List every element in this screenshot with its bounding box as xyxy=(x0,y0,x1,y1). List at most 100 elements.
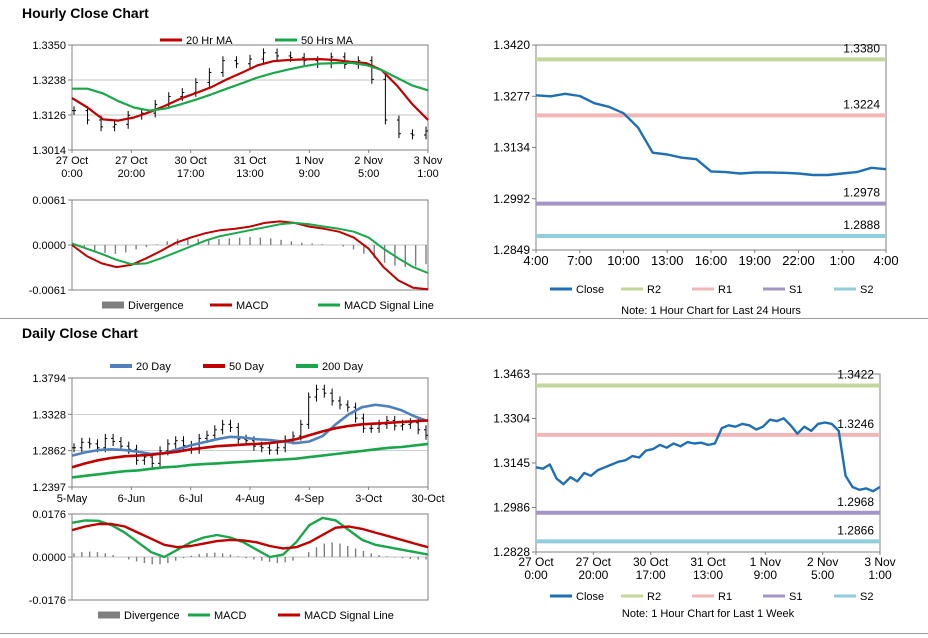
daily-close-y-tick-label: 1.3463 xyxy=(493,367,530,381)
hourly-price-y-tick-label: 1.3238 xyxy=(32,75,66,87)
hourly-close-x-tick-label: 1:00 xyxy=(830,253,855,268)
hourly-close-level-label: 1.3224 xyxy=(843,97,880,111)
hourly-close-x-tick-label: 4:00 xyxy=(523,253,548,268)
daily-price-line-ma_blue xyxy=(71,403,429,457)
daily-macd-legend-label: MACD xyxy=(214,610,246,622)
daily-price-y-tick-label: 1.3328 xyxy=(32,409,66,421)
hourly-price-x-tick-label: 1 Nov xyxy=(295,155,324,167)
hourly-close-close-line xyxy=(535,92,887,177)
daily-title: Daily Close Chart xyxy=(22,325,138,341)
hourly-price-x-tick-label: 0:00 xyxy=(61,168,82,180)
daily-close-y-tick-label: 1.2828 xyxy=(493,545,530,559)
hourly-close-x-tick-label: 22:00 xyxy=(782,253,815,268)
hourly-close-legend-label: R1 xyxy=(718,284,732,296)
daily-macd-y-tick-label: 0.0000 xyxy=(32,552,66,564)
daily-close-x-tick-label: 30 Oct xyxy=(633,555,669,569)
hourly-macd-y-tick-label: -0.0061 xyxy=(29,285,66,297)
daily-macd-line-ma_red xyxy=(71,522,429,550)
daily-price-line-ma_green xyxy=(71,442,429,479)
hourly-close-level-label: 1.3380 xyxy=(843,41,880,55)
daily-close-x-tick-label: 2 Nov xyxy=(807,555,838,569)
daily-price-x-tick-label: 4-Aug xyxy=(235,493,264,505)
hourly-macd-legend-label: MACD Signal Line xyxy=(344,300,434,312)
hourly-close-level-label: 1.2888 xyxy=(843,218,880,232)
hourly-close-y-tick-label: 1.3134 xyxy=(493,141,530,155)
daily-macd-y-tick-label: -0.0176 xyxy=(29,595,66,607)
hourly-close-legend-label: S2 xyxy=(860,284,873,296)
daily-price-legend-label: 20 Day xyxy=(136,361,171,373)
hourly-price-x-tick-label: 31 Oct xyxy=(234,155,266,167)
hourly-price-x-tick-label: 17:00 xyxy=(177,168,205,180)
hourly-close-y-tick-label: 1.3277 xyxy=(493,89,530,103)
hourly-close-x-tick-label: 10:00 xyxy=(607,253,640,268)
hourly-macd-legend-label: Divergence xyxy=(128,300,184,312)
daily-close-legend-label: S1 xyxy=(789,591,802,603)
daily-price-x-tick-label: 6-Jul xyxy=(179,493,203,505)
daily-macd-legend-label: MACD Signal Line xyxy=(304,610,394,622)
hourly-price-x-tick-label: 30 Oct xyxy=(174,155,206,167)
hourly-price-x-tick-label: 1:00 xyxy=(417,168,438,180)
hourly-price-x-tick-label: 2 Nov xyxy=(354,155,383,167)
daily-close-x-tick-label: 3 Nov xyxy=(864,555,895,569)
daily-close-level-label: 1.2968 xyxy=(837,495,874,509)
daily-close-level-label: 1.3246 xyxy=(837,417,874,431)
daily-close-x-tick-label: 5:00 xyxy=(811,568,835,582)
hourly-macd-line-ma_red xyxy=(71,220,429,291)
hourly-price-x-tick-label: 13:00 xyxy=(236,168,264,180)
hourly-price-y-tick-label: 1.3350 xyxy=(32,40,66,52)
hourly-close-frame xyxy=(535,44,887,251)
hourly-price-legend-label: 20 Hr MA xyxy=(186,35,233,47)
hourly-macd-y-tick-label: 0.0061 xyxy=(32,195,66,207)
daily-price-x-tick-label: 30-Oct xyxy=(411,493,444,505)
bottom-divider xyxy=(0,633,928,634)
hourly-close-x-tick-label: 16:00 xyxy=(695,253,728,268)
section-divider xyxy=(0,318,928,319)
daily-close-x-tick-label: 9:00 xyxy=(754,568,778,582)
daily-price-line-ma_red xyxy=(71,419,429,469)
hourly-price-legend-label: 50 Hrs MA xyxy=(301,35,354,47)
hourly-price-line-ma_red xyxy=(71,57,429,122)
daily-close-x-tick-label: 1:00 xyxy=(868,568,892,582)
hourly-close-y-tick-label: 1.2992 xyxy=(493,192,530,206)
hourly-close-x-tick-label: 4:00 xyxy=(873,253,898,268)
daily-close-y-tick-label: 1.3145 xyxy=(493,456,530,470)
hourly-close-y-tick-label: 1.2849 xyxy=(493,243,530,257)
hourly-close-x-tick-label: 13:00 xyxy=(651,253,684,268)
daily-close-x-tick-label: 27 Oct xyxy=(518,555,554,569)
hourly-price-x-tick-label: 3 Nov xyxy=(414,155,443,167)
daily-price-y-tick-label: 1.2397 xyxy=(32,482,66,494)
hourly-price-x-tick-label: 20:00 xyxy=(118,168,146,180)
hourly-macd-legend-label: MACD xyxy=(236,300,268,312)
daily-close-x-tick-label: 20:00 xyxy=(578,568,608,582)
daily-close-legend-label: Close xyxy=(576,591,604,603)
hourly-price-y-tick-label: 1.3126 xyxy=(32,110,66,122)
daily-close-x-tick-label: 17:00 xyxy=(636,568,666,582)
daily-close-frame xyxy=(535,373,881,553)
hourly-price-x-tick-label: 27 Oct xyxy=(56,155,88,167)
hourly-price-y-tick-label: 1.3014 xyxy=(32,145,66,157)
daily-price-legend-label: 200 Day xyxy=(322,361,363,373)
hourly-close-x-tick-label: 19:00 xyxy=(738,253,771,268)
daily-macd-legend-label: Divergence xyxy=(124,610,180,622)
hourly-close-level-label: 1.2978 xyxy=(843,186,880,200)
daily-close-note: Note: 1 Hour Chart for Last 1 Week xyxy=(622,608,795,620)
daily-close-x-tick-label: 13:00 xyxy=(693,568,723,582)
hourly-price-x-tick-label: 5:00 xyxy=(358,168,379,180)
hourly-close-legend-label: Close xyxy=(576,284,604,296)
hourly-price-x-tick-label: 9:00 xyxy=(299,168,320,180)
daily-close-legend-label: R1 xyxy=(718,591,732,603)
daily-macd-line-ma_green xyxy=(71,516,429,559)
daily-close-x-tick-label: 27 Oct xyxy=(576,555,612,569)
hourly-price-line-ma_green xyxy=(72,61,429,112)
hourly-close-y-tick-label: 1.3420 xyxy=(493,38,530,52)
daily-close-x-tick-label: 0:00 xyxy=(524,568,548,582)
daily-price-y-tick-label: 1.3794 xyxy=(32,373,66,385)
daily-price-y-tick-label: 1.2862 xyxy=(32,446,66,458)
hourly-macd-y-tick-label: 0.0000 xyxy=(32,240,66,252)
daily-close-close-line xyxy=(535,417,881,493)
daily-price-legend-label: 50 Day xyxy=(229,361,264,373)
daily-price-x-tick-label: 3-Oct xyxy=(355,493,382,505)
hourly-title: Hourly Close Chart xyxy=(22,5,149,21)
hourly-macd-line-ma_green xyxy=(71,221,429,274)
daily-macd-y-tick-label: 0.0176 xyxy=(32,509,66,521)
